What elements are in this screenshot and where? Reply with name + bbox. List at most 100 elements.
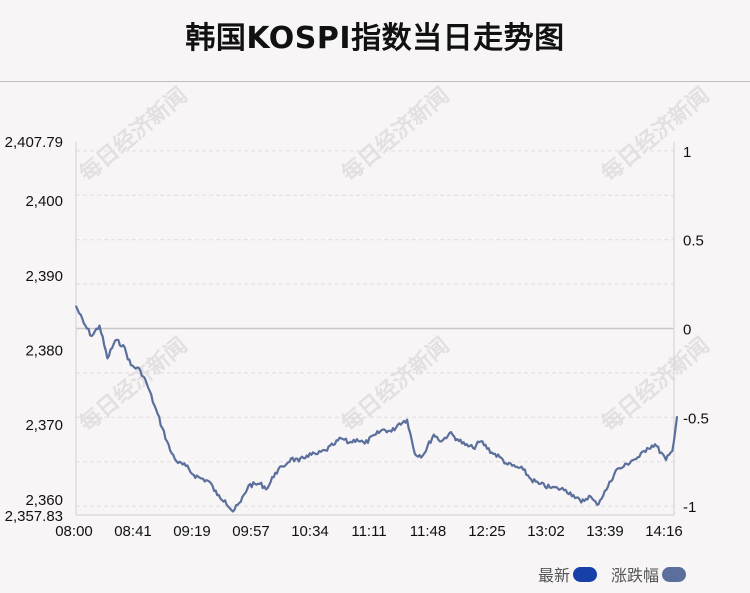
legend-swatch-latest [572, 566, 597, 582]
series-point [464, 444, 466, 446]
series-point [580, 501, 583, 504]
series-point [549, 486, 551, 489]
series-point [239, 500, 242, 503]
series-point [298, 460, 300, 463]
x-tick-label: 14:16 [645, 523, 683, 540]
legend: 最新 涨跌幅 [524, 563, 686, 585]
watermark-text: 每日经济新闻 [75, 332, 193, 437]
series-point [114, 339, 117, 342]
series-point [192, 474, 195, 476]
y-left-tick-label: 2,370 [25, 417, 63, 434]
series-point [630, 459, 633, 462]
y-right-tick-label: 1 [683, 144, 691, 161]
series-point [98, 324, 101, 327]
series-point [638, 456, 641, 458]
series-point [432, 433, 435, 436]
y-right-tick-label: -1 [683, 499, 696, 516]
series-point [448, 432, 451, 434]
series-point [440, 440, 443, 443]
series-point [258, 483, 261, 485]
series-point [216, 494, 219, 496]
y-right-tick-label: 0.5 [683, 233, 704, 250]
series-point [491, 451, 493, 454]
series-point [564, 489, 567, 491]
watermark-text: 每日经济新闻 [597, 82, 715, 187]
x-tick-label: 13:39 [586, 523, 624, 540]
x-tick-label: 12:25 [468, 523, 506, 540]
series-point [305, 454, 308, 457]
series-point [374, 433, 377, 436]
series-point [75, 305, 77, 307]
series-point [106, 357, 109, 360]
y-left-tick-label: 2,360 [25, 492, 63, 509]
legend-item-change[interactable]: 涨跌幅 [611, 562, 686, 586]
series-point [161, 427, 164, 429]
y-left-tick-label: 2,400 [25, 193, 63, 210]
series-point [472, 447, 474, 449]
series-point [614, 469, 617, 472]
series-point [622, 465, 625, 468]
series-point [130, 364, 132, 366]
series-point [572, 494, 575, 496]
series-point [185, 465, 187, 467]
series-point [480, 440, 482, 443]
series-point [145, 382, 148, 384]
series-point [538, 483, 540, 485]
series-point [266, 487, 269, 490]
series-point [530, 478, 532, 481]
series-point [506, 463, 509, 466]
series-point [356, 438, 358, 440]
series-point [122, 344, 124, 346]
series-point [607, 486, 609, 488]
y-left-tick-label: 2,390 [25, 268, 63, 285]
series-point [332, 444, 335, 446]
series-point [390, 430, 393, 433]
series-point [90, 335, 93, 337]
series-point [232, 510, 234, 513]
series-point [671, 450, 674, 452]
series-point [316, 453, 319, 455]
series-point [290, 457, 292, 460]
series-point [324, 449, 327, 452]
x-tick-label: 11:48 [410, 523, 446, 540]
series-point [153, 404, 156, 407]
series-point [224, 499, 226, 502]
series-point [199, 477, 201, 479]
series-point [654, 443, 656, 446]
series-point [363, 442, 366, 445]
legend-swatch-change [662, 566, 686, 582]
x-tick-label: 08:41 [114, 523, 152, 540]
legend-item-latest[interactable]: 最新 [538, 562, 597, 586]
x-tick-label: 09:19 [173, 523, 211, 540]
chart-title: 韩国KOSPI指数当日走势图 [185, 21, 565, 56]
x-tick-label: 10:34 [291, 523, 329, 540]
x-tick-label: 08:00 [55, 523, 93, 540]
x-tick-label: 11:11 [351, 523, 386, 540]
series-point [596, 503, 598, 506]
grid-lines [76, 150, 674, 507]
series-point [274, 471, 277, 474]
y-left-tick-label: 2,357.83 [5, 508, 63, 525]
series-point [646, 447, 648, 449]
series-point [177, 462, 179, 464]
legend-label-change: 涨跌幅 [610, 566, 659, 585]
series-line-latest [75, 305, 679, 513]
y-right-tick-label: 0 [683, 322, 691, 339]
series-point [556, 487, 559, 490]
series-point [83, 322, 85, 325]
series-point [348, 442, 350, 444]
axes [75, 142, 675, 516]
x-tick-label: 13:02 [527, 523, 565, 540]
series-point [421, 454, 424, 457]
watermark-text: 每日经济新闻 [75, 82, 193, 187]
series-point [676, 415, 678, 418]
series-point [382, 428, 385, 431]
series-point [208, 480, 211, 483]
series-layer [75, 305, 679, 513]
series-point [514, 465, 517, 468]
x-tick-label: 09:57 [232, 523, 270, 540]
series-point [456, 438, 459, 440]
y-right-tick-label: -0.5 [683, 410, 709, 427]
